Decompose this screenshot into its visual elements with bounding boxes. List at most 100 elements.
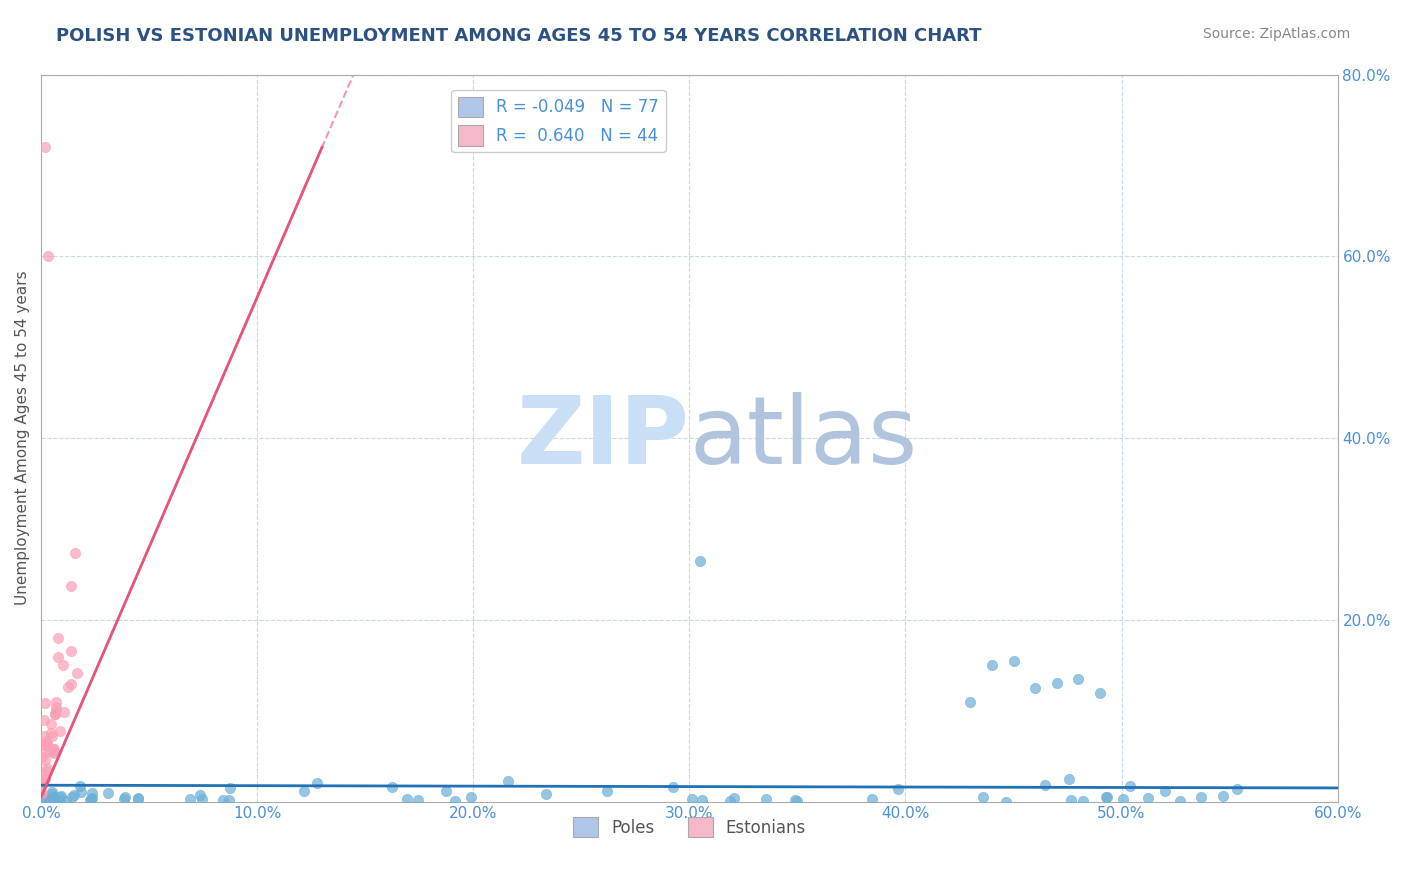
Point bbox=[59, 644, 82, 658]
Point bbox=[406, 793, 429, 807]
Point bbox=[38, 794, 60, 808]
Point bbox=[1211, 789, 1233, 803]
Point bbox=[32, 738, 55, 752]
Point bbox=[662, 780, 685, 795]
Point bbox=[31, 749, 53, 764]
Point bbox=[37, 738, 59, 752]
Point bbox=[34, 753, 56, 767]
Point bbox=[60, 677, 83, 691]
Point bbox=[34, 729, 56, 743]
Y-axis label: Unemployment Among Ages 45 to 54 years: Unemployment Among Ages 45 to 54 years bbox=[15, 271, 30, 606]
Point bbox=[48, 789, 70, 804]
Point bbox=[80, 792, 103, 806]
Point bbox=[63, 788, 86, 802]
Point bbox=[754, 792, 776, 806]
Point bbox=[70, 785, 93, 799]
Point bbox=[980, 658, 1002, 673]
Point bbox=[972, 790, 994, 805]
Point bbox=[681, 792, 703, 806]
Point bbox=[395, 791, 418, 805]
Point bbox=[1046, 676, 1069, 690]
Point bbox=[55, 794, 77, 808]
Point bbox=[190, 788, 212, 802]
Point bbox=[127, 790, 149, 805]
Point bbox=[58, 681, 80, 695]
Point bbox=[79, 793, 101, 807]
Point bbox=[39, 726, 62, 740]
Point bbox=[689, 554, 711, 568]
Point bbox=[46, 631, 69, 645]
Point bbox=[32, 791, 55, 805]
Point bbox=[1226, 782, 1249, 797]
Point bbox=[718, 794, 741, 808]
Legend: Poles, Estonians: Poles, Estonians bbox=[567, 811, 813, 844]
Point bbox=[45, 699, 67, 714]
Point bbox=[596, 784, 619, 798]
Point bbox=[723, 791, 745, 805]
Point bbox=[1033, 778, 1056, 792]
Point bbox=[35, 736, 58, 750]
Point bbox=[1119, 780, 1142, 794]
Point bbox=[52, 658, 75, 673]
Point bbox=[179, 792, 201, 806]
Point bbox=[1189, 790, 1212, 805]
Point bbox=[80, 786, 103, 800]
Point bbox=[45, 695, 67, 709]
Text: ZIP: ZIP bbox=[516, 392, 689, 484]
Point bbox=[69, 780, 91, 794]
Point bbox=[42, 745, 65, 759]
Point bbox=[1154, 784, 1177, 798]
Point bbox=[97, 786, 120, 800]
Point bbox=[783, 793, 806, 807]
Point bbox=[82, 791, 104, 805]
Point bbox=[692, 793, 714, 807]
Point bbox=[34, 696, 56, 710]
Point bbox=[190, 792, 212, 806]
Point bbox=[31, 788, 53, 802]
Point bbox=[1071, 794, 1094, 808]
Point bbox=[30, 780, 52, 794]
Point bbox=[32, 713, 55, 727]
Point bbox=[31, 774, 53, 789]
Point bbox=[35, 764, 58, 779]
Point bbox=[60, 790, 83, 805]
Point bbox=[31, 786, 53, 800]
Point bbox=[219, 780, 242, 795]
Point bbox=[307, 776, 329, 790]
Point bbox=[536, 787, 558, 801]
Text: POLISH VS ESTONIAN UNEMPLOYMENT AMONG AGES 45 TO 54 YEARS CORRELATION CHART: POLISH VS ESTONIAN UNEMPLOYMENT AMONG AG… bbox=[56, 27, 981, 45]
Point bbox=[35, 744, 58, 758]
Point bbox=[498, 773, 520, 788]
Point bbox=[1024, 681, 1046, 695]
Point bbox=[45, 704, 67, 718]
Point bbox=[41, 741, 63, 756]
Point bbox=[49, 789, 72, 804]
Point bbox=[35, 761, 58, 775]
Point bbox=[460, 789, 482, 804]
Point bbox=[59, 579, 82, 593]
Point bbox=[42, 742, 65, 756]
Point bbox=[53, 705, 76, 719]
Point bbox=[41, 785, 63, 799]
Point bbox=[66, 666, 89, 681]
Point bbox=[860, 792, 883, 806]
Point bbox=[39, 744, 62, 758]
Point bbox=[1136, 791, 1159, 805]
Point bbox=[48, 724, 70, 739]
Point bbox=[34, 794, 56, 808]
Point bbox=[786, 794, 808, 808]
Point bbox=[42, 746, 65, 760]
Point bbox=[381, 780, 404, 794]
Point bbox=[1060, 793, 1083, 807]
Point bbox=[34, 140, 56, 154]
Point bbox=[959, 695, 981, 709]
Point bbox=[37, 249, 59, 263]
Point bbox=[39, 717, 62, 731]
Point bbox=[1095, 790, 1118, 805]
Point bbox=[32, 767, 55, 781]
Point bbox=[212, 793, 235, 807]
Point bbox=[434, 784, 457, 798]
Text: atlas: atlas bbox=[689, 392, 918, 484]
Point bbox=[994, 795, 1017, 809]
Point bbox=[46, 650, 69, 665]
